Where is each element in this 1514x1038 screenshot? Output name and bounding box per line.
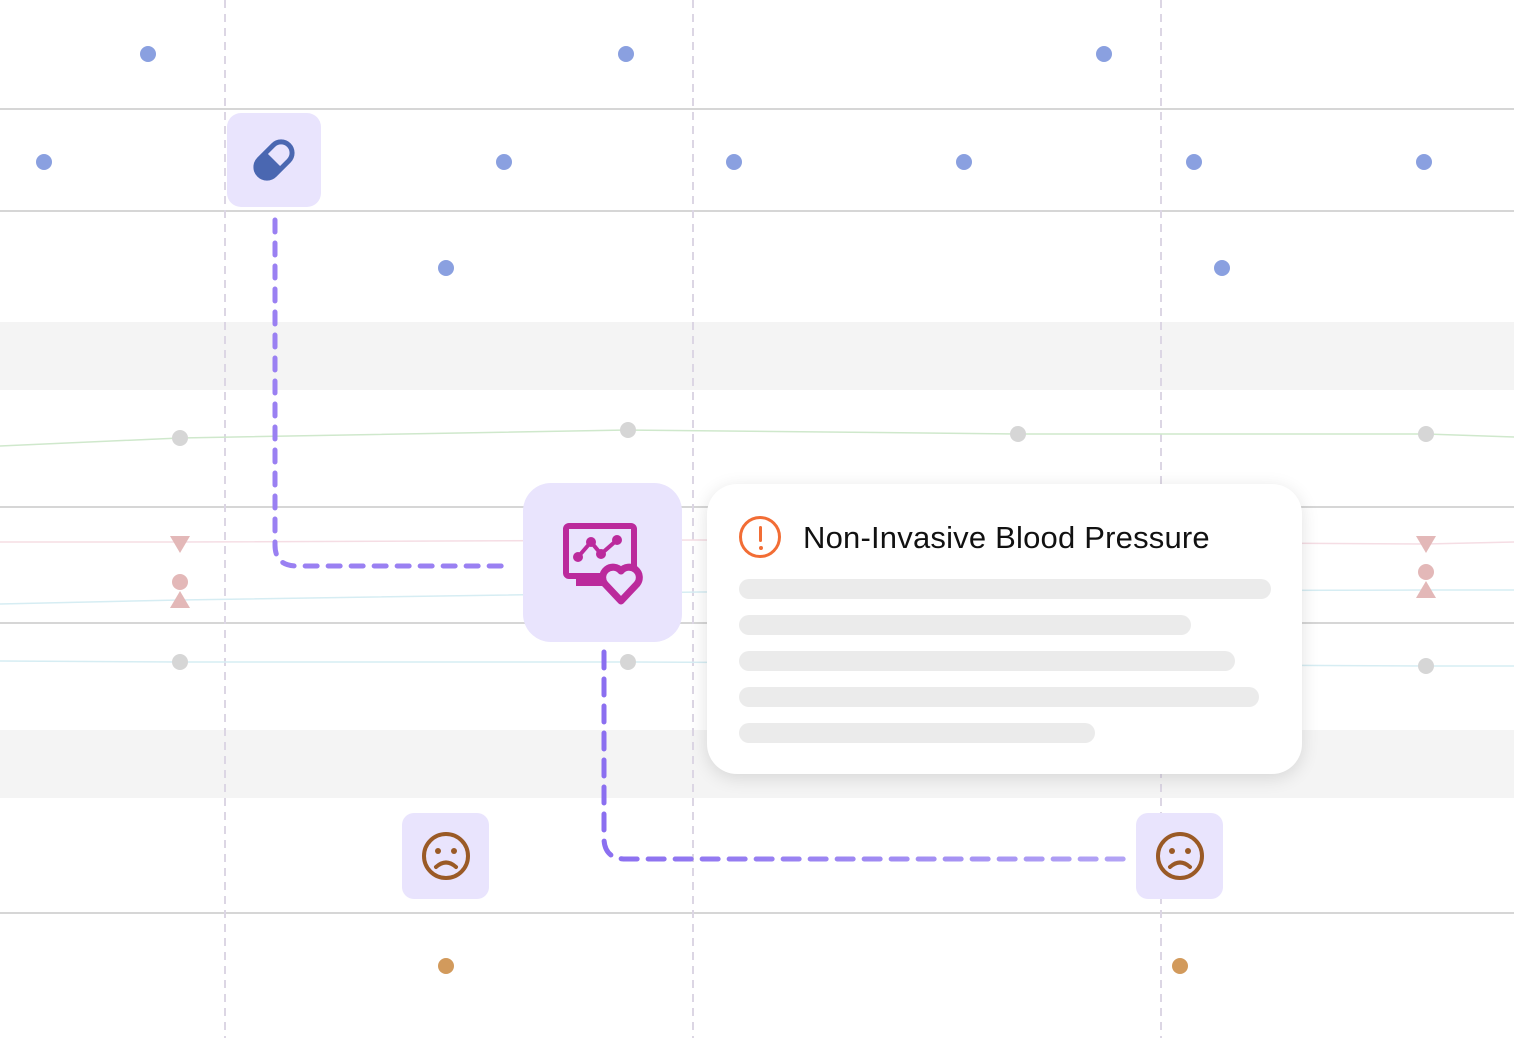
connector-line: [601, 649, 1133, 862]
section-band: [0, 322, 1514, 390]
skeleton-line: [739, 615, 1191, 635]
skeleton-line: [739, 651, 1235, 671]
sad-face-icon: [421, 832, 470, 880]
medication-event-button[interactable]: [227, 113, 321, 207]
sad-face-icon: [1155, 832, 1204, 880]
mood-points: [438, 958, 1188, 974]
vital-monitor-event-button[interactable]: [523, 483, 682, 642]
pill-icon: [253, 139, 295, 181]
mood-event-button[interactable]: [1136, 813, 1223, 899]
trend-line: [0, 539, 1514, 545]
heart-monitor-icon: [562, 522, 643, 604]
skeleton-line: [739, 579, 1271, 599]
skeleton-line: [739, 687, 1259, 707]
data-points: [36, 46, 1432, 276]
card-title: Non-Invasive Blood Pressure: [803, 520, 1210, 555]
skeleton-line: [739, 723, 1095, 743]
trend-line: [0, 589, 1514, 605]
mood-event-button[interactable]: [402, 813, 489, 899]
connector-line: [272, 217, 515, 569]
blood-pressure-markers: [170, 536, 1436, 608]
vital-points: [172, 422, 1434, 674]
alert-circle-icon: [739, 516, 781, 558]
trend-line: [0, 429, 1514, 447]
event-detail-card: Non-Invasive Blood Pressure: [707, 484, 1302, 774]
